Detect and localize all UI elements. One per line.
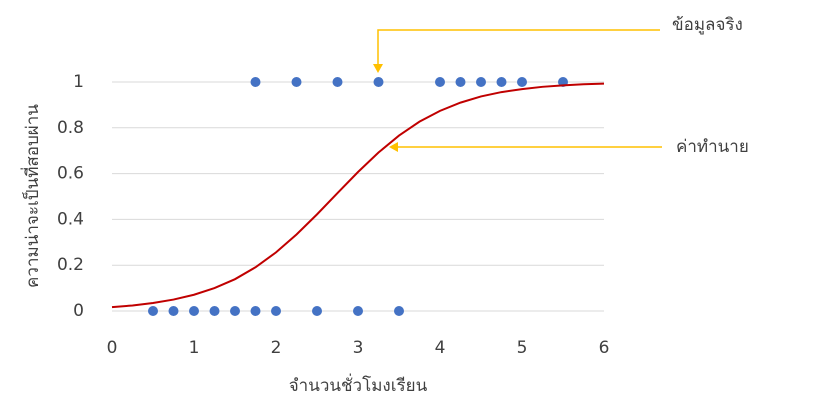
data-point bbox=[455, 77, 466, 87]
x-tick-label: 3 bbox=[353, 338, 364, 358]
data-point bbox=[189, 306, 199, 316]
x-axis-label: จำนวนชั่วโมงเรียน bbox=[289, 373, 428, 396]
data-point bbox=[496, 77, 507, 87]
fitted-curve bbox=[111, 82, 605, 309]
data-point bbox=[230, 306, 240, 316]
data-point bbox=[353, 306, 363, 316]
x-tick-label: 6 bbox=[599, 338, 610, 358]
y-tick-label: 0.4 bbox=[57, 209, 84, 229]
y-tick-label: 0.2 bbox=[57, 255, 84, 275]
data-point bbox=[209, 306, 220, 316]
data-point bbox=[250, 306, 261, 316]
y-tick-label: 1 bbox=[73, 72, 84, 92]
data-point bbox=[168, 306, 179, 316]
data-point bbox=[332, 77, 343, 87]
data-point bbox=[312, 306, 322, 316]
arrowhead bbox=[373, 64, 383, 73]
data-point bbox=[517, 77, 527, 87]
x-tick-label: 5 bbox=[517, 338, 528, 358]
data-point bbox=[476, 77, 486, 87]
y-axis-label: ความน่าจะเป็นที่สอบผ่าน bbox=[20, 104, 43, 288]
arrowhead bbox=[389, 142, 398, 152]
data-point bbox=[148, 306, 158, 316]
data-point bbox=[435, 77, 445, 87]
x-tick-label: 1 bbox=[189, 338, 200, 358]
data-point bbox=[394, 306, 404, 316]
x-tick-label: 4 bbox=[435, 338, 446, 358]
annotation-arrow bbox=[377, 29, 660, 66]
x-tick-label: 0 bbox=[107, 338, 118, 358]
data-point bbox=[373, 77, 384, 87]
data-point bbox=[250, 77, 261, 87]
data-point bbox=[291, 77, 302, 87]
y-tick-label: 0.6 bbox=[57, 164, 84, 184]
y-tick-label: 0 bbox=[73, 301, 84, 321]
annotation: ข้อมูลจริง bbox=[672, 15, 743, 35]
data-point bbox=[271, 306, 281, 316]
y-tick-label: 0.8 bbox=[57, 118, 84, 138]
x-tick-label: 2 bbox=[271, 338, 282, 358]
annotation: ค่าทำนาย bbox=[676, 137, 749, 157]
